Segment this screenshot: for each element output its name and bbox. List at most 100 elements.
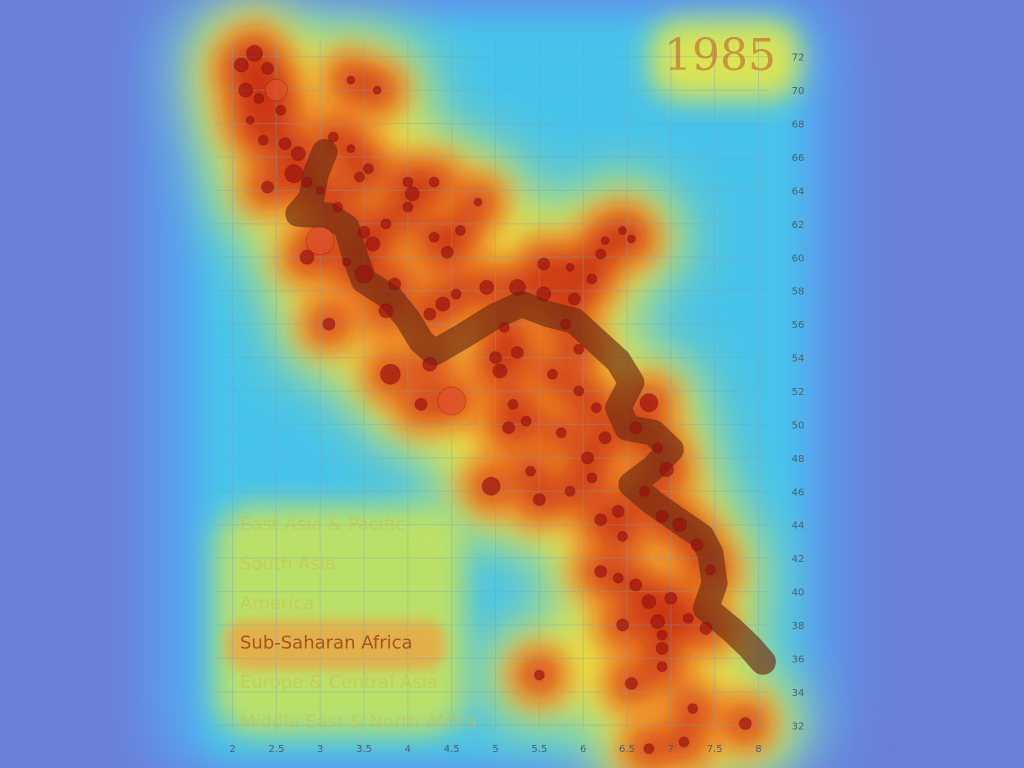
y-tick-label: 40 bbox=[792, 588, 805, 599]
country-bubble bbox=[450, 288, 462, 300]
legend-entry: South Asia bbox=[240, 554, 336, 575]
region-legend: East Asia & Pacific South Asia America Sub-… bbox=[240, 514, 477, 733]
country-trail-path bbox=[285, 139, 776, 675]
country-bubble bbox=[573, 343, 585, 355]
country-bubble bbox=[699, 621, 713, 635]
country-bubbles bbox=[233, 44, 752, 755]
country-bubble bbox=[639, 393, 659, 413]
country-bubble bbox=[641, 594, 657, 610]
y-tick-label: 42 bbox=[792, 554, 805, 565]
y-tick-label: 68 bbox=[792, 120, 805, 131]
x-tick-label: 7.5 bbox=[707, 744, 723, 755]
country-bubble bbox=[595, 248, 607, 260]
country-bubble bbox=[594, 565, 608, 579]
country-bubble bbox=[332, 201, 344, 213]
country-bubble bbox=[290, 146, 306, 162]
country-bubble bbox=[428, 231, 440, 243]
y-tick-label: 48 bbox=[792, 454, 805, 465]
country-bubble bbox=[437, 386, 467, 416]
country-bubble bbox=[567, 292, 581, 306]
x-tick-label: 4 bbox=[405, 744, 411, 755]
legend-entry: East Asia & Pacific bbox=[240, 514, 405, 535]
country-bubble bbox=[546, 368, 558, 380]
legend-entry: Europe & Central Asia bbox=[240, 672, 438, 693]
country-bubble bbox=[590, 402, 602, 414]
x-tick-label: 5.5 bbox=[531, 744, 547, 755]
country-bubble bbox=[612, 572, 624, 584]
country-bubble bbox=[510, 346, 524, 360]
country-bubble bbox=[284, 164, 304, 184]
country-bubble bbox=[537, 257, 551, 271]
y-tick-label: 72 bbox=[792, 53, 805, 64]
country-bubble bbox=[253, 93, 265, 104]
country-bubble bbox=[656, 661, 668, 673]
y-tick-label: 36 bbox=[792, 654, 805, 665]
country-bubble bbox=[422, 356, 438, 372]
country-bubble bbox=[372, 85, 382, 95]
country-bubble bbox=[305, 226, 335, 256]
country-bubble bbox=[233, 57, 249, 73]
country-bubble bbox=[533, 669, 545, 681]
country-bubble bbox=[525, 465, 537, 477]
chart-grid bbox=[215, 40, 768, 730]
country-bubble bbox=[650, 614, 666, 630]
y-tick-label: 60 bbox=[792, 253, 805, 264]
country-bubble bbox=[617, 530, 629, 542]
country-bubble bbox=[315, 185, 325, 195]
country-bubble bbox=[687, 703, 699, 715]
country-bubble bbox=[704, 564, 716, 576]
country-bubble bbox=[275, 104, 287, 116]
country-bubble bbox=[618, 226, 628, 236]
x-axis-ticks: 2 2.5 3 3.5 4 4.5 5 5.5 6 6.5 7 7.5 8 bbox=[229, 744, 761, 755]
country-bubble bbox=[354, 171, 366, 183]
country-bubble bbox=[402, 201, 414, 213]
country-bubble bbox=[380, 218, 392, 230]
x-tick-label: 2 bbox=[229, 744, 235, 755]
country-bubble bbox=[573, 385, 585, 397]
country-bubble bbox=[357, 225, 371, 239]
country-bubble bbox=[598, 431, 612, 445]
country-bubble bbox=[346, 144, 356, 154]
country-bubble bbox=[414, 397, 428, 411]
country-bubble bbox=[536, 286, 552, 302]
country-bubble bbox=[564, 485, 576, 497]
x-tick-label: 3 bbox=[317, 744, 323, 755]
country-bubble bbox=[656, 629, 668, 641]
x-tick-label: 4.5 bbox=[444, 744, 460, 755]
country-bubble bbox=[508, 278, 526, 296]
country-bubble bbox=[301, 176, 313, 188]
country-bubble bbox=[502, 421, 516, 435]
country-bubble bbox=[629, 421, 643, 435]
country-bubble bbox=[365, 236, 381, 252]
country-bubble bbox=[354, 264, 374, 284]
country-bubble bbox=[346, 75, 356, 85]
country-bubble bbox=[629, 578, 643, 592]
x-tick-label: 6 bbox=[580, 744, 586, 755]
x-tick-label: 2.5 bbox=[268, 744, 284, 755]
x-tick-label: 3.5 bbox=[356, 744, 372, 755]
x-tick-label: 7 bbox=[668, 744, 674, 755]
country-bubble bbox=[261, 180, 275, 194]
country-bubble bbox=[664, 591, 678, 605]
y-tick-label: 50 bbox=[792, 420, 805, 431]
x-tick-label: 5 bbox=[492, 744, 498, 755]
country-bubble bbox=[658, 462, 674, 478]
country-bubble bbox=[362, 163, 374, 175]
country-bubble bbox=[600, 236, 610, 246]
x-tick-label: 6.5 bbox=[619, 744, 635, 755]
country-bubble bbox=[322, 317, 336, 331]
country-bubble bbox=[655, 509, 669, 523]
country-bubble bbox=[402, 176, 414, 188]
country-bubble bbox=[404, 186, 420, 202]
country-bubble bbox=[498, 321, 510, 333]
country-bubble bbox=[690, 538, 704, 552]
country-bubble bbox=[388, 277, 402, 291]
country-bubble bbox=[264, 78, 288, 102]
y-tick-label: 66 bbox=[792, 153, 805, 164]
country-bubble bbox=[639, 485, 651, 497]
country-bubble bbox=[479, 279, 495, 295]
country-bubble bbox=[245, 115, 255, 125]
country-bubble bbox=[341, 257, 351, 267]
country-bubble bbox=[435, 296, 451, 312]
